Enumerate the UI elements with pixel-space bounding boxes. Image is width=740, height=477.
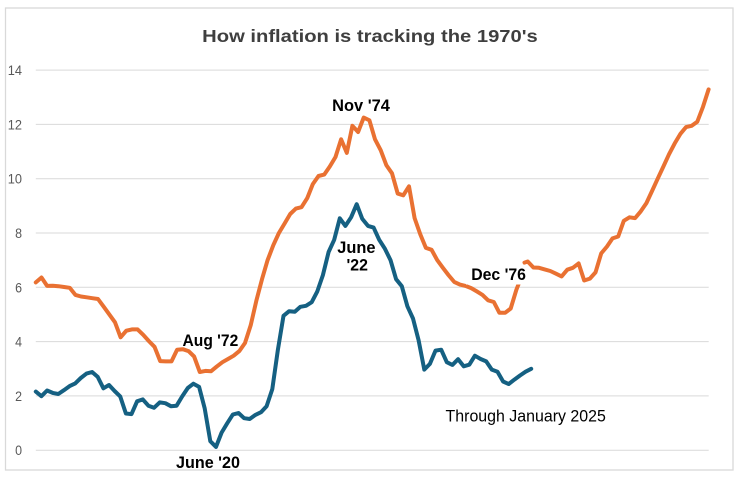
svg-text:Nov '74: Nov '74 (332, 96, 390, 115)
svg-text:6: 6 (15, 280, 22, 296)
svg-text:'22: '22 (347, 255, 368, 274)
svg-text:4: 4 (15, 335, 22, 351)
svg-text:Aug '72: Aug '72 (183, 331, 239, 350)
svg-text:0: 0 (15, 443, 22, 459)
svg-text:June: June (337, 238, 375, 257)
svg-text:14: 14 (8, 63, 22, 79)
svg-text:Dec '76: Dec '76 (471, 265, 526, 284)
svg-text:8: 8 (15, 226, 22, 242)
svg-text:10: 10 (8, 172, 22, 188)
svg-text:How inflation is tracking the: How inflation is tracking the 1970's (202, 26, 538, 46)
svg-text:June '20: June '20 (176, 453, 240, 472)
svg-text:2: 2 (15, 389, 22, 405)
svg-text:Through January 2025: Through January 2025 (446, 406, 606, 425)
svg-text:12: 12 (8, 117, 22, 133)
